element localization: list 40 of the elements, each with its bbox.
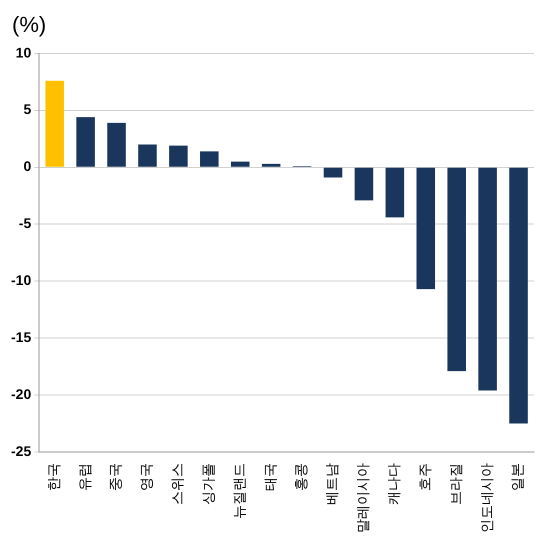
bar [386,168,404,218]
bar [262,164,280,167]
bar [76,117,95,167]
bar [416,168,436,290]
y-axis-title: (%) [12,11,48,39]
x-tick-label: 한국 [46,463,62,491]
x-tick-label: 뉴질랜드 [232,463,248,519]
bar [230,162,250,167]
bar [354,168,374,200]
x-tick-label: 홍콩 [294,463,310,491]
y-tick-label: -5 [18,215,32,232]
y-tick-label: 10 [16,44,32,60]
bar [447,168,466,372]
x-tick-label: 싱가폴 [200,463,217,505]
x-tick-label: 영국 [139,463,156,491]
bar [107,122,126,167]
x-tick-label: 브라질 [448,463,464,505]
bar [478,168,497,390]
x-tick-label: 일본 [510,463,526,491]
x-tick-label: 캐나다 [386,463,402,505]
x-tick-label: 호주 [417,463,434,491]
bar [200,151,219,167]
x-tick-label: 태국 [262,463,279,491]
bar [509,168,528,424]
x-tick-label: 중국 [108,463,124,491]
x-tick-label: 유럽 [77,463,94,491]
bar [169,146,188,167]
bar [45,80,64,167]
x-tick-label: 인도네시아 [479,463,496,533]
y-tick-label: 0 [23,158,32,174]
y-tick-label: -20 [11,386,32,402]
bar [324,168,342,178]
y-tick-label: 5 [23,101,32,118]
x-tick-label: 말레이시아 [356,463,372,533]
x-tick-label: 베트남 [324,463,341,505]
y-tick-label: -10 [11,272,32,288]
x-tick-label: 스위스 [170,463,186,505]
y-tick-label: -25 [11,442,32,459]
y-tick-label: -15 [11,328,32,345]
bar [138,144,157,167]
